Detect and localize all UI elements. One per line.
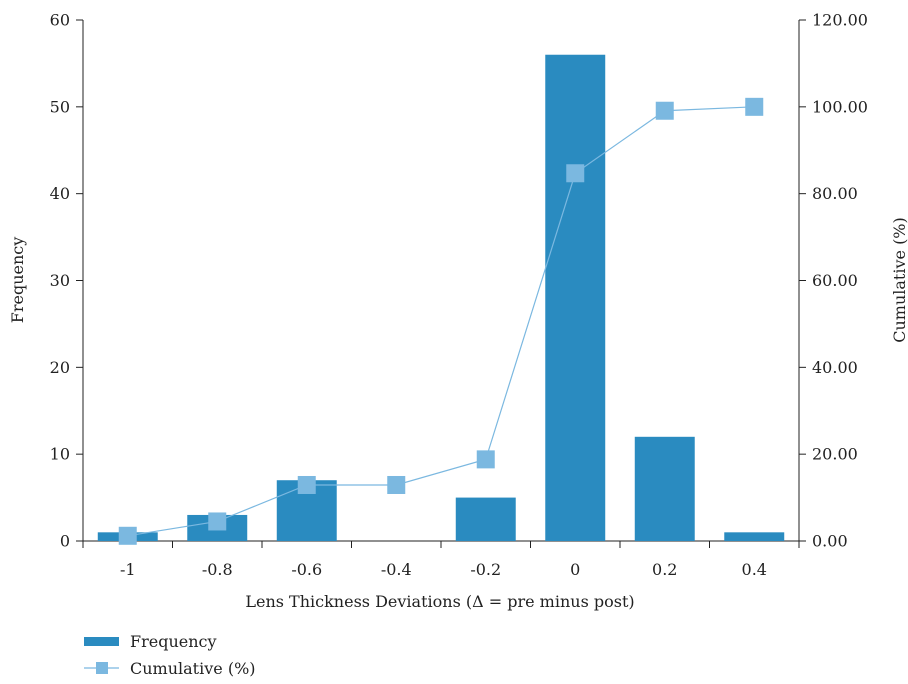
x-tick-label: -1 — [120, 560, 136, 579]
x-tick-label: 0 — [570, 560, 580, 579]
legend-cumulative-marker — [96, 662, 108, 674]
x-tick-label: 0.4 — [742, 560, 767, 579]
cumulative-line-group — [118, 97, 764, 545]
x-tick-label: -0.6 — [291, 560, 322, 579]
y2-tick-label: 60.00 — [812, 271, 858, 290]
y-tick-label: 10 — [50, 445, 70, 464]
cumulative-marker — [387, 475, 406, 494]
cumulative-line — [127, 106, 755, 537]
y2-tick-label: 0.00 — [812, 532, 848, 551]
cumulative-marker — [655, 101, 674, 120]
y-tick-label: 0 — [60, 532, 70, 551]
x-tick-label: -0.4 — [381, 560, 412, 579]
frequency-bar — [724, 532, 785, 541]
y-tick-label: 40 — [50, 184, 70, 203]
y-tick-label: 50 — [50, 97, 70, 116]
cumulative-marker — [297, 475, 316, 494]
cumulative-marker — [118, 526, 137, 545]
legend-frequency-label: Frequency — [130, 632, 217, 651]
frequency-bar — [634, 436, 695, 541]
y-tick-label: 60 — [50, 11, 70, 30]
y-tick-label: 30 — [50, 271, 70, 290]
axes — [76, 19, 806, 548]
y2-tick-label: 20.00 — [812, 445, 858, 464]
legend-frequency-swatch — [84, 637, 119, 646]
tick-labels: 0 10 20 30 40 50 60 0.00 20.00 40.00 60.00 80.00 100… — [50, 11, 868, 580]
legend: Frequency Cumulative (%) — [84, 632, 256, 678]
cumulative-marker — [476, 450, 495, 469]
frequency-bar — [455, 497, 516, 541]
y2-tick-label: 100.00 — [812, 97, 868, 116]
frequency-bar — [545, 54, 606, 541]
x-tick-label: 0.2 — [652, 560, 677, 579]
x-axis-title: Lens Thickness Deviations (Δ = pre minus… — [245, 592, 634, 611]
cumulative-marker — [745, 97, 764, 116]
y2-tick-label: 80.00 — [812, 184, 858, 203]
y2-tick-label: 40.00 — [812, 358, 858, 377]
x-tick-label: -0.2 — [470, 560, 501, 579]
y-axis-title: Frequency — [8, 237, 27, 324]
legend-cumulative-label: Cumulative (%) — [130, 659, 256, 678]
cumulative-marker — [208, 512, 227, 531]
y2-tick-label: 120.00 — [812, 11, 868, 30]
y-tick-label: 20 — [50, 358, 70, 377]
cumulative-marker — [566, 164, 585, 183]
y2-axis-title: Cumulative (%) — [890, 217, 908, 343]
bars — [97, 54, 785, 541]
x-tick-label: -0.8 — [202, 560, 233, 579]
